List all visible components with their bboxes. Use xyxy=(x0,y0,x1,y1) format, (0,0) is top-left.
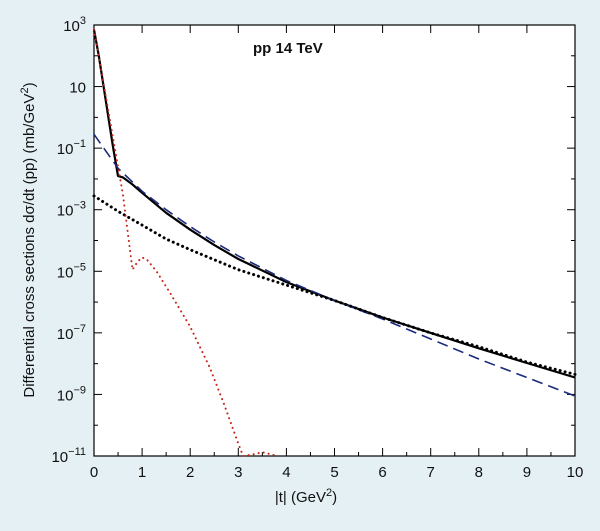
x-tick-label: 6 xyxy=(378,464,386,481)
y-tick-label: 10 xyxy=(69,80,86,97)
x-tick-label: 10 xyxy=(567,464,584,481)
y-axis-title-end: ) xyxy=(21,82,38,87)
x-tick-label: 7 xyxy=(427,464,435,481)
x-tick-label: 2 xyxy=(186,464,194,481)
x-axis-title-main: |t| (GeV xyxy=(275,489,326,506)
y-tick-label: 10−7 xyxy=(57,323,86,343)
x-tick-label: 8 xyxy=(475,464,483,481)
x-axis-title-sup: 2 xyxy=(326,487,332,499)
y-tick-label: 10−5 xyxy=(57,261,86,281)
y-axis-title: Differential cross sections dσ/dt (pp) (… xyxy=(19,82,38,397)
x-axis-title: |t| (GeV2) xyxy=(275,487,337,506)
x-tick-label: 4 xyxy=(282,464,290,481)
x-tick-label: 5 xyxy=(330,464,338,481)
y-axis-title-sup: 2 xyxy=(19,87,31,93)
y-axis-title-main: Differential cross sections dσ/dt (pp) (… xyxy=(21,94,38,398)
x-tick-label: 3 xyxy=(234,464,242,481)
tick-labels: 0 1 2 3 4 5 6 7 8 9 10 103 10 10−1 10−3 10−5 10−7 10−9 10−… xyxy=(51,15,583,481)
y-tick-label: 10−9 xyxy=(57,384,86,404)
x-tick-label: 0 xyxy=(90,464,98,481)
y-tick-label: 10−11 xyxy=(51,446,86,466)
series-line-dotted-2 xyxy=(92,194,577,376)
x-axis-title-end: ) xyxy=(332,489,337,506)
axis-ticks xyxy=(93,24,576,457)
y-tick-label: 10−1 xyxy=(57,138,86,158)
plot-area xyxy=(93,24,576,457)
series-line-dashed-1 xyxy=(93,133,576,397)
series-layer xyxy=(92,28,577,457)
chart-annotation: pp 14 TeV xyxy=(253,40,323,57)
series-line-dotted-3 xyxy=(93,28,278,457)
y-tick-label: 10−3 xyxy=(57,200,86,220)
x-tick-label: 1 xyxy=(138,464,146,481)
y-tick-label: 103 xyxy=(63,15,86,35)
x-tick-label: 9 xyxy=(523,464,531,481)
